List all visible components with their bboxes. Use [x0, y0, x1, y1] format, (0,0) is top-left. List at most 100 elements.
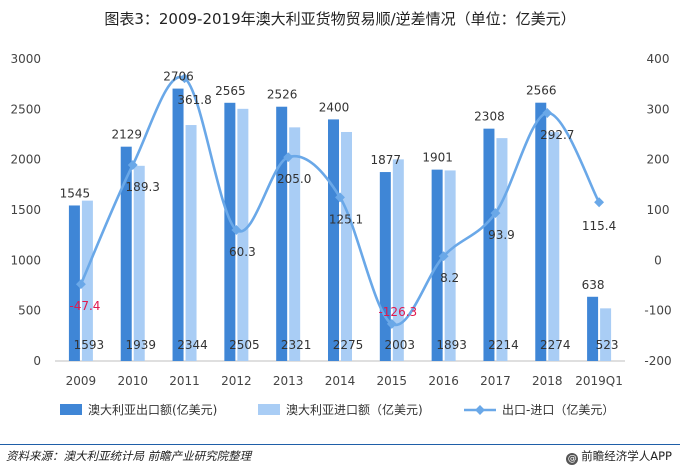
net-trade-point [490, 208, 501, 219]
net-trade-point [335, 192, 345, 203]
import-bar [600, 308, 612, 361]
export-value-label: 2565 [215, 84, 246, 98]
chart-title: 图表3：2009-2019年澳大利亚货物贸易顺/逆差情况（单位：亿美元） [104, 10, 576, 28]
net-trade-point [283, 152, 294, 163]
x-tick-label: 2009 [66, 374, 97, 388]
import-bar [444, 170, 456, 361]
export-bar [535, 102, 547, 361]
import-value-label: 1593 [74, 338, 105, 352]
export-value-label: 2308 [474, 110, 505, 124]
left-tick-label: 0 [33, 354, 41, 368]
legend-label-import: 澳大利亚进口额（亿美元) [286, 402, 423, 417]
net-trade-point [127, 160, 138, 171]
left-tick-label: 1500 [10, 203, 41, 217]
import-value-label: 1939 [125, 338, 156, 352]
export-value-label: 1901 [422, 151, 453, 165]
import-bar [392, 159, 404, 361]
legend-marker-net [475, 405, 485, 415]
brand-logo-icon: @ [566, 453, 579, 465]
x-tick-label: 2018 [532, 374, 563, 388]
left-tick-label: 2000 [10, 153, 41, 167]
x-tick-label: 2011 [169, 374, 200, 388]
right-tick-label: 300 [647, 102, 670, 116]
net-trade-point [231, 225, 242, 235]
export-bar [379, 172, 391, 361]
import-value-label: 2214 [488, 338, 519, 352]
left-tick-label: 500 [18, 304, 41, 318]
left-tick-label: 1000 [10, 253, 41, 267]
import-value-label: 2505 [229, 338, 260, 352]
legend-label-net: 出口-进口（亿美元） [502, 402, 614, 417]
net-value-label: 361.8 [177, 93, 211, 107]
import-value-label: 2274 [540, 338, 571, 352]
right-tick-label: -100 [644, 304, 671, 318]
net-value-label: 292.7 [540, 128, 574, 142]
right-tick-label: 400 [647, 52, 670, 66]
import-bar [496, 138, 508, 361]
export-bar [587, 296, 599, 361]
export-value-label: 2129 [111, 128, 142, 142]
net-value-label: 60.3 [229, 245, 256, 259]
left-tick-label: 2500 [10, 102, 41, 116]
net-value-label: 93.9 [488, 228, 515, 242]
right-tick-label: 200 [647, 153, 670, 167]
export-bar [224, 102, 236, 361]
export-value-label: 638 [582, 278, 605, 292]
net-value-label: -47.4 [69, 299, 100, 313]
export-value-label: 1545 [60, 186, 91, 200]
import-value-label: 2321 [281, 338, 312, 352]
export-bar [483, 128, 495, 361]
left-tick-label: 3000 [10, 52, 41, 66]
legend-label-export: 澳大利亚出口额(亿美元) [88, 402, 217, 417]
net-trade-point [438, 251, 449, 262]
net-trade-point [594, 197, 605, 208]
export-bar [172, 88, 184, 361]
export-value-label: 2526 [267, 88, 298, 102]
import-bar [289, 127, 301, 362]
right-tick-label: 0 [654, 253, 662, 267]
export-bar [276, 106, 288, 361]
net-value-label: 125.1 [329, 212, 363, 226]
net-value-label: -126.3 [378, 305, 417, 319]
net-trade-point [542, 108, 553, 118]
export-value-label: 2706 [163, 70, 194, 84]
net-value-label: 189.3 [126, 180, 160, 194]
legend-swatch-import [258, 404, 280, 415]
footer-divider [0, 444, 680, 445]
import-bar [81, 200, 93, 361]
brand-name: 前瞻经济学人APP [581, 449, 672, 463]
export-value-label: 2400 [319, 100, 350, 114]
import-value-label: 1893 [436, 338, 467, 352]
export-value-label: 2566 [526, 84, 557, 98]
net-value-label: 115.4 [582, 219, 616, 233]
x-tick-label: 2012 [221, 374, 252, 388]
import-bar [133, 165, 145, 361]
import-bar [341, 131, 352, 361]
import-value-label: 2344 [177, 338, 208, 352]
x-tick-label: 2010 [117, 374, 148, 388]
brand-mark: @ 前瞻经济学人APP [566, 448, 672, 465]
x-tick-label: 2017 [480, 374, 511, 388]
x-tick-label: 2013 [273, 374, 304, 388]
import-bar [548, 132, 560, 361]
right-tick-label: 100 [647, 203, 670, 217]
import-bar [185, 125, 197, 362]
import-value-label: 523 [596, 338, 619, 352]
export-bar [120, 146, 132, 361]
export-bar [68, 205, 80, 361]
net-trade-point [386, 318, 397, 329]
x-tick-label: 2015 [377, 374, 408, 388]
import-bar [237, 108, 249, 361]
export-value-label: 1877 [371, 153, 402, 167]
net-trade-line [79, 75, 601, 327]
net-value-label: 205.0 [277, 172, 311, 186]
x-tick-label: 2014 [325, 374, 356, 388]
right-tick-label: -200 [644, 354, 671, 368]
net-value-label: 8.2 [440, 271, 459, 285]
net-trade-point [179, 73, 190, 84]
legend-swatch-export [60, 404, 82, 415]
import-value-label: 2003 [385, 338, 416, 352]
import-value-label: 2275 [333, 338, 364, 352]
source-note: 资料来源：澳大利亚统计局 前瞻产业研究院整理 [6, 449, 252, 463]
